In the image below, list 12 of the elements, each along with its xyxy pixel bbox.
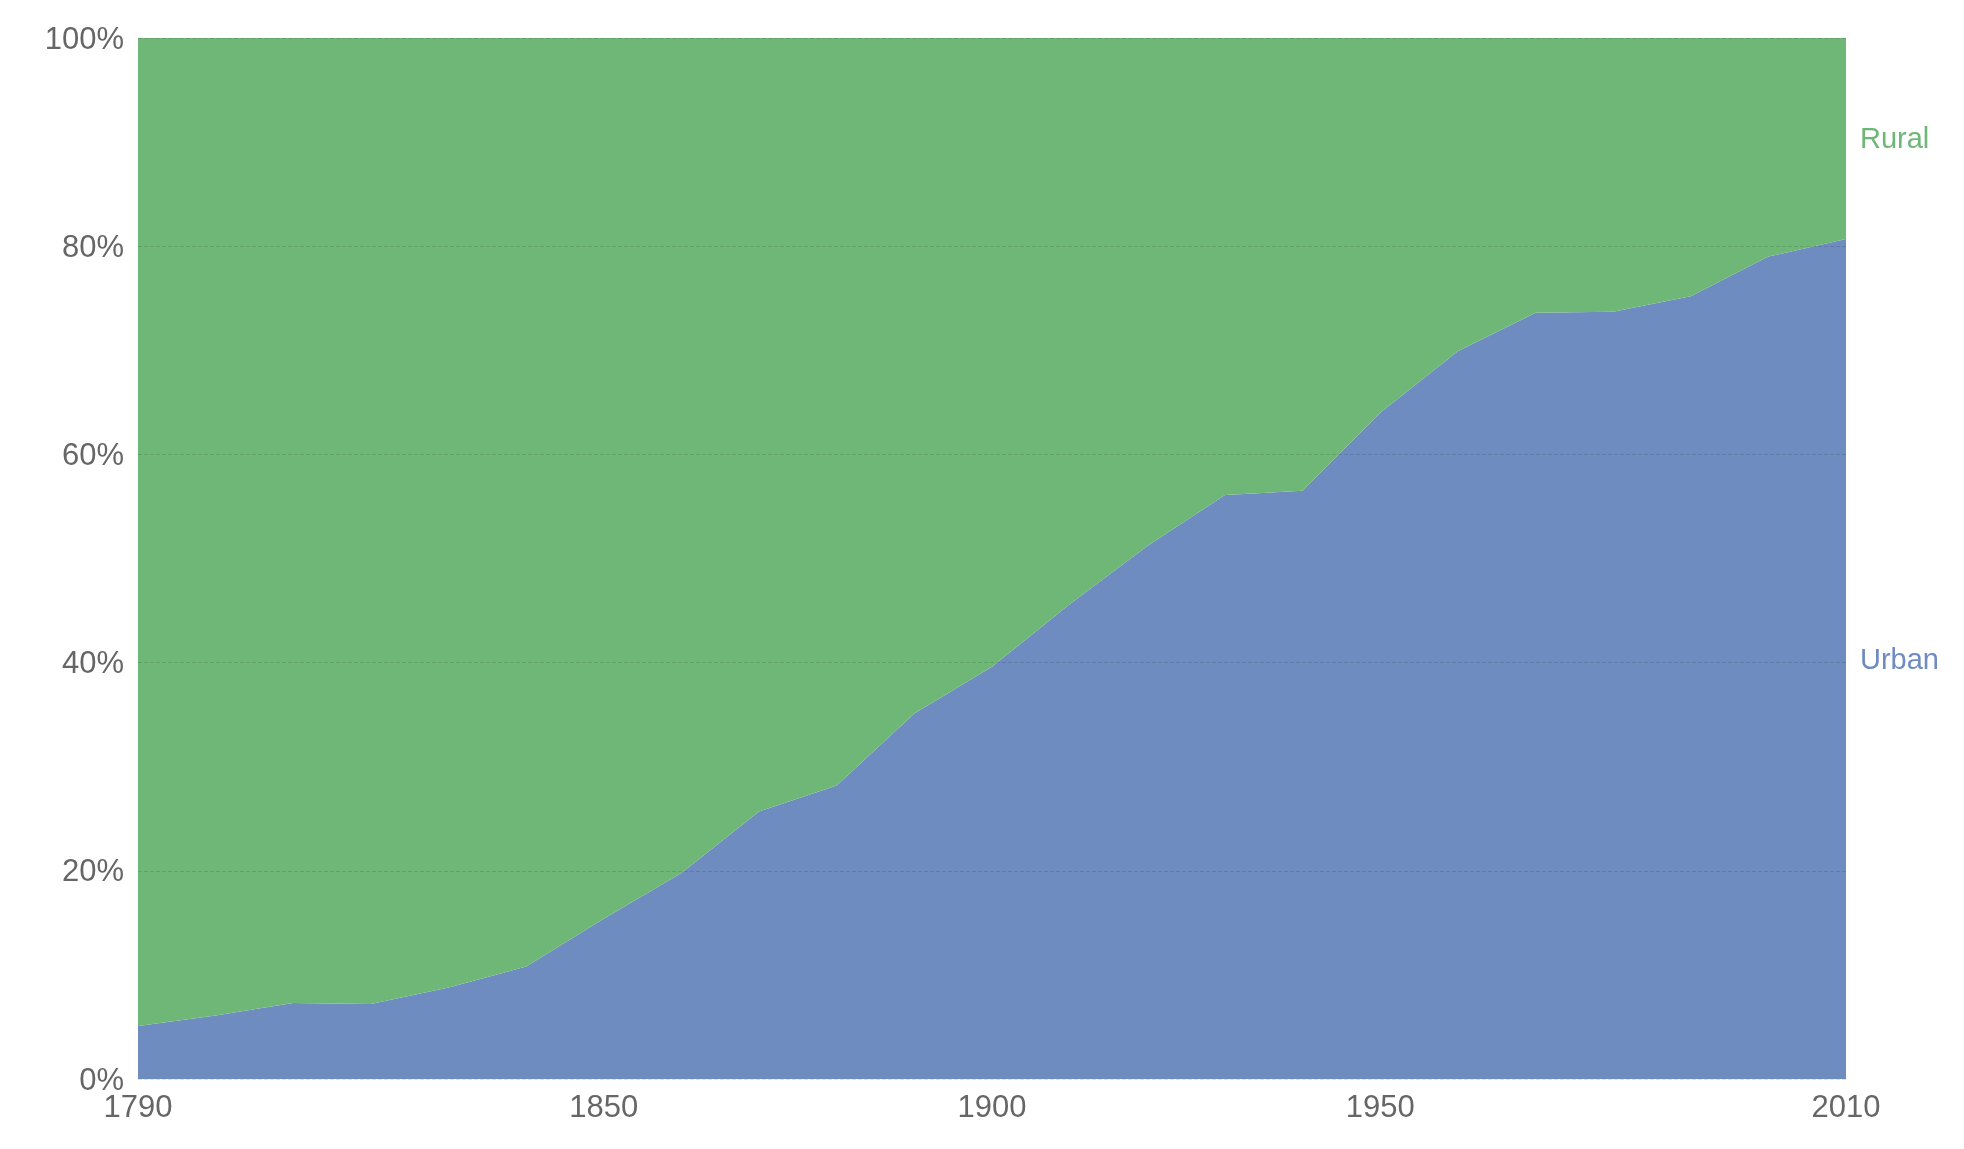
x-tick-label: 2010 — [1811, 1089, 1881, 1124]
y-tick-label: 40% — [61, 645, 124, 681]
x-tick-label: 1950 — [1345, 1089, 1415, 1124]
y-tick-label: 20% — [61, 853, 124, 889]
series-label: Rural — [1860, 122, 1930, 155]
x-tick-label: 1790 — [103, 1089, 173, 1124]
y-tick-label: 100% — [44, 20, 124, 56]
x-tick-label: 1850 — [569, 1089, 639, 1124]
y-tick-label: 80% — [61, 228, 124, 264]
series-label: Urban — [1860, 642, 1939, 675]
x-tick-label: 1900 — [957, 1089, 1027, 1124]
y-tick-label: 60% — [61, 436, 124, 472]
